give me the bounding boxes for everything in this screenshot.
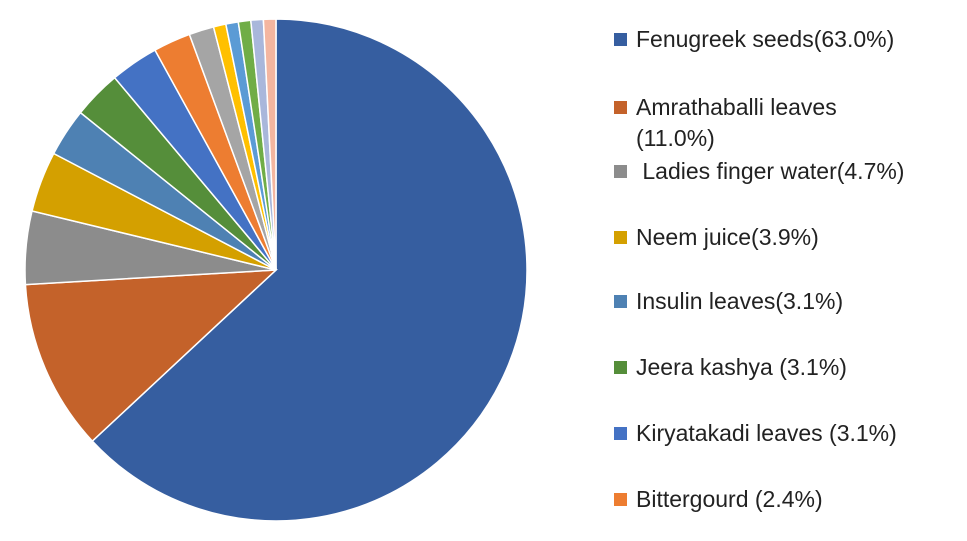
- legend-swatch: [614, 33, 627, 46]
- legend-swatch: [614, 493, 627, 506]
- legend-item: Amrathaballi leaves (11.0%): [614, 92, 886, 154]
- legend-item: Neem juice(3.9%): [614, 222, 956, 253]
- legend-item: Insulin leaves(3.1%): [614, 286, 956, 317]
- legend-label: Jeera kashya (3.1%): [636, 354, 847, 380]
- legend-label: Insulin leaves(3.1%): [636, 288, 844, 314]
- legend-item: Fenugreek seeds(63.0%): [614, 24, 956, 55]
- legend-swatch: [614, 295, 627, 308]
- legend-item: Ladies finger water(4.7%): [614, 156, 956, 187]
- legend-item: Bittergourd (2.4%): [614, 484, 956, 515]
- legend-swatch: [614, 427, 627, 440]
- pie-slice-1: [24, 269, 279, 443]
- legend-swatch: [614, 101, 627, 114]
- pie-slice-0: [91, 18, 528, 522]
- legend-label: Ladies finger water(4.7%): [636, 158, 905, 184]
- legend-swatch: [614, 231, 627, 244]
- legend-label: Fenugreek seeds(63.0%): [636, 26, 895, 52]
- legend-item: Kiryatakadi leaves (3.1%): [614, 418, 956, 449]
- legend-item: Jeera kashya (3.1%): [614, 352, 956, 383]
- legend-label: Neem juice(3.9%): [636, 224, 819, 250]
- legend-label: Bittergourd (2.4%): [636, 486, 823, 512]
- legend-swatch: [614, 165, 627, 178]
- legend-swatch: [614, 361, 627, 374]
- pie-slice-13: [262, 18, 277, 271]
- legend-label: Amrathaballi leaves (11.0%): [636, 94, 844, 151]
- pie-chart: [24, 18, 528, 522]
- legend-label: Kiryatakadi leaves (3.1%): [636, 420, 897, 446]
